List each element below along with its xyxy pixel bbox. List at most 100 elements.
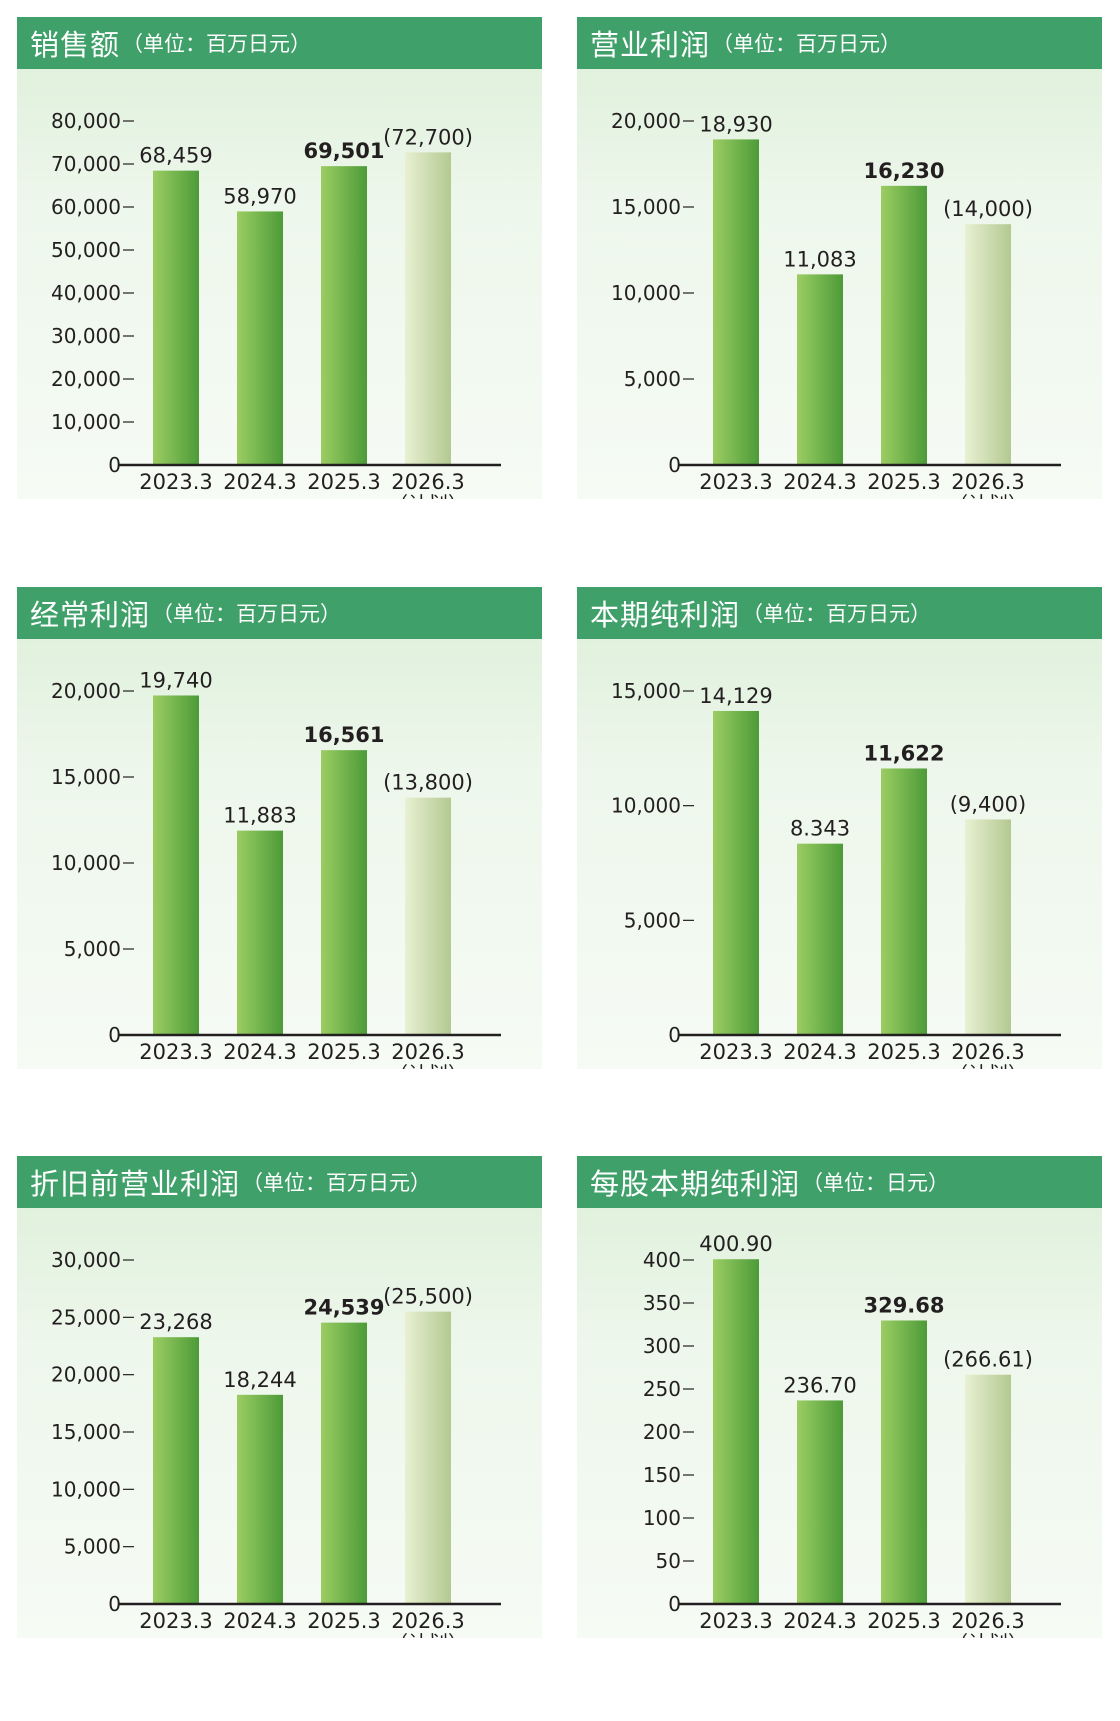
chart-header: 每股本期纯利润 （单位：日元） [577, 1156, 1102, 1208]
value-label: (266.61) [943, 1348, 1033, 1372]
bar-plan [965, 1374, 1011, 1604]
x-tick-label: 2025.3 [307, 1040, 380, 1064]
bar [881, 768, 927, 1035]
value-label: 24,539 [303, 1296, 384, 1320]
y-tick-label: 0 [108, 1592, 121, 1616]
bar-plan [405, 797, 451, 1035]
x-tick-label: 2026.3 [391, 1040, 464, 1064]
x-tick-label: 2024.3 [223, 1040, 296, 1064]
bar [713, 710, 759, 1035]
y-tick-label: 70,000 [51, 152, 121, 176]
chart-header: 本期纯利润 （单位：百万日元） [577, 587, 1102, 639]
chart-header: 销售额 （单位：百万日元） [17, 17, 542, 69]
bar-plan [405, 152, 451, 465]
x-tick-label: 2026.3 [951, 1040, 1024, 1064]
x-tick-sublabel: （计划） [948, 492, 1028, 499]
x-tick-label: 2025.3 [307, 470, 380, 494]
chart-title: 每股本期纯利润 [590, 1167, 801, 1201]
bar [713, 1259, 759, 1604]
y-tick-label: 15,000 [51, 1420, 121, 1444]
chart-unit: （单位：百万日元） [122, 32, 312, 56]
value-label: 19,740 [139, 668, 212, 692]
value-label: 58,970 [223, 184, 296, 208]
bar [797, 1400, 843, 1604]
value-label: (72,700) [383, 125, 473, 149]
value-label: 18,930 [699, 112, 772, 136]
bar [881, 185, 927, 465]
bar [881, 1320, 927, 1604]
chart-panel-eps: 每股本期纯利润 （单位：日元） 0 50 100 150 200 250 300 350 400 4… [577, 1156, 1102, 1638]
x-tick-sublabel: （计划） [388, 492, 468, 499]
x-tick-label: 2026.3 [951, 1609, 1024, 1633]
y-tick-label: 40,000 [51, 281, 121, 305]
net-income-chart: 0 5,000 10,000 15,000 14,129 8.343 11,622 (9,40… [611, 679, 1061, 1069]
ordinary-profit-chart: 0 5,000 10,000 15,000 20,000 19,740 11,883 16,5… [51, 668, 501, 1069]
x-tick-label: 2024.3 [783, 470, 856, 494]
y-tick-label: 30,000 [51, 1248, 121, 1272]
chart-title: 销售额 [30, 28, 121, 62]
bar [797, 843, 843, 1035]
y-tick-label: 200 [643, 1420, 681, 1444]
y-tick-label: 10,000 [611, 281, 681, 305]
value-label: 16,561 [303, 723, 384, 747]
x-tick-label: 2024.3 [223, 1609, 296, 1633]
x-tick-label: 2025.3 [867, 1609, 940, 1633]
chart-panel-ebitda: 折旧前营业利润 （单位：百万日元） 0 5,000 10,000 15,000 20,00… [17, 1156, 542, 1638]
x-tick-label: 2025.3 [867, 1040, 940, 1064]
y-tick-label: 0 [108, 1023, 121, 1047]
y-tick-label: 15,000 [51, 765, 121, 789]
value-label: 329.68 [863, 1293, 944, 1317]
x-tick-label: 2024.3 [783, 1040, 856, 1064]
chart-header: 折旧前营业利润 （单位：百万日元） [17, 1156, 542, 1208]
y-tick-label: 250 [643, 1377, 681, 1401]
y-tick-label: 0 [668, 453, 681, 477]
chart-panel-operating-profit: 营业利润 （单位：百万日元） 0 5,000 10,000 15,000 20,000 18… [577, 17, 1102, 499]
y-tick-label: 5,000 [624, 367, 681, 391]
chart-title: 经常利润 [30, 598, 151, 632]
x-tick-label: 2026.3 [391, 1609, 464, 1633]
y-tick-label: 20,000 [51, 367, 121, 391]
x-tick-label: 2024.3 [223, 470, 296, 494]
value-label: 68,459 [139, 144, 212, 168]
value-label: 236.70 [783, 1373, 856, 1397]
y-tick-label: 10,000 [51, 1477, 121, 1501]
chart-header: 营业利润 （单位：百万日元） [577, 17, 1102, 69]
chart-title: 本期纯利润 [590, 598, 741, 632]
x-tick-sublabel: （计划） [948, 1631, 1028, 1638]
x-tick-sublabel: （计划） [948, 1062, 1028, 1069]
y-tick-label: 0 [668, 1023, 681, 1047]
value-label: 14,129 [699, 684, 772, 708]
bar [321, 166, 367, 465]
value-label: 11,083 [783, 247, 856, 271]
bar-plan [965, 224, 1011, 465]
value-label: 8.343 [790, 817, 850, 841]
y-tick-label: 20,000 [51, 1363, 121, 1387]
value-label: 11,622 [863, 741, 944, 765]
y-tick-label: 15,000 [611, 195, 681, 219]
x-tick-label: 2023.3 [139, 1609, 212, 1633]
y-tick-label: 100 [643, 1506, 681, 1530]
chart-unit: （单位：百万日元） [152, 602, 342, 626]
y-tick-label: 80,000 [51, 109, 121, 133]
y-tick-label: 300 [643, 1334, 681, 1358]
ebitda-chart: 0 5,000 10,000 15,000 20,000 25,000 30,000 23,2… [51, 1248, 501, 1638]
x-tick-label: 2024.3 [783, 1609, 856, 1633]
x-tick-sublabel: （计划） [388, 1631, 468, 1638]
bar [321, 750, 367, 1035]
bar [237, 211, 283, 465]
y-tick-label: 50 [656, 1549, 681, 1573]
value-label: 18,244 [223, 1368, 296, 1392]
value-label: 16,230 [863, 159, 944, 183]
bar [713, 139, 759, 465]
x-tick-label: 2025.3 [867, 470, 940, 494]
bar [797, 274, 843, 465]
bar-plan [405, 1311, 451, 1604]
chart-title: 营业利润 [590, 28, 711, 62]
x-tick-label: 2023.3 [139, 470, 212, 494]
y-tick-label: 30,000 [51, 324, 121, 348]
x-tick-label: 2023.3 [699, 1609, 772, 1633]
y-tick-label: 0 [668, 1592, 681, 1616]
x-tick-label: 2023.3 [699, 470, 772, 494]
chart-unit: （单位：百万日元） [242, 1171, 432, 1195]
chart-unit: （单位：百万日元） [712, 32, 902, 56]
